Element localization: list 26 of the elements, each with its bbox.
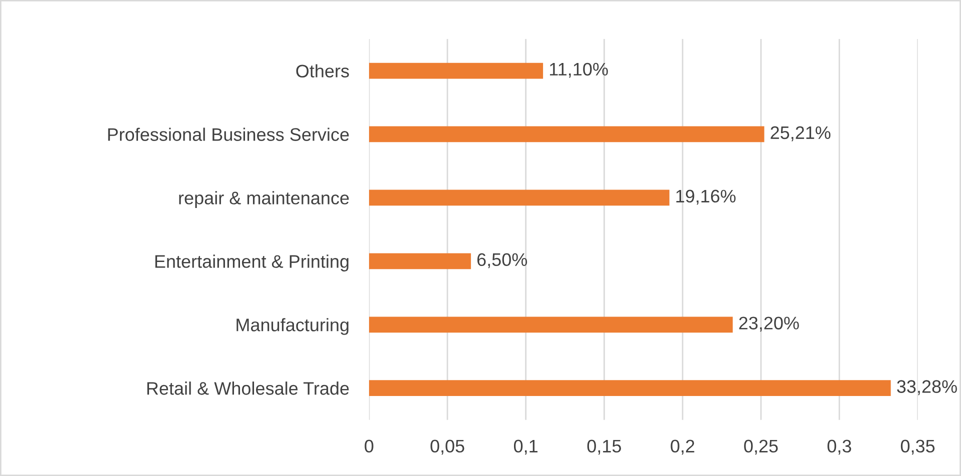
y-tick-label: repair & maintenance <box>179 191 349 208</box>
data-label: 23,20% <box>739 316 799 332</box>
x-tick-label: 0 <box>364 440 374 453</box>
x-tick-label: 0,25 <box>744 440 778 455</box>
x-tick-label: 0,3 <box>828 440 852 455</box>
x-tick-label: 0,15 <box>587 440 622 455</box>
x-tick-label: 0,05 <box>430 440 464 455</box>
data-label: 6,50% <box>477 253 528 268</box>
bar <box>369 380 891 396</box>
y-tick-label: Others <box>296 64 349 78</box>
bar <box>369 62 544 79</box>
y-tick-label: Retail & Wholesale Trade <box>147 382 349 395</box>
x-tick-label: 0,35 <box>900 440 935 455</box>
bar <box>369 190 670 206</box>
data-label: 33,28% <box>897 380 957 396</box>
y-tick-label: Entertainment & Printing <box>155 254 348 272</box>
bar <box>369 126 764 142</box>
data-label: 11,10% <box>550 62 608 78</box>
x-tick-label: 0,2 <box>670 440 694 455</box>
x-tick-label: 0,1 <box>514 440 538 455</box>
data-label: 25,21% <box>770 126 830 142</box>
bar <box>369 253 471 270</box>
y-tick-label: Manufacturing <box>236 318 348 335</box>
y-tick-label: Professional Business Service <box>108 128 349 141</box>
bar <box>369 316 733 333</box>
data-label: 19,16% <box>676 190 736 205</box>
